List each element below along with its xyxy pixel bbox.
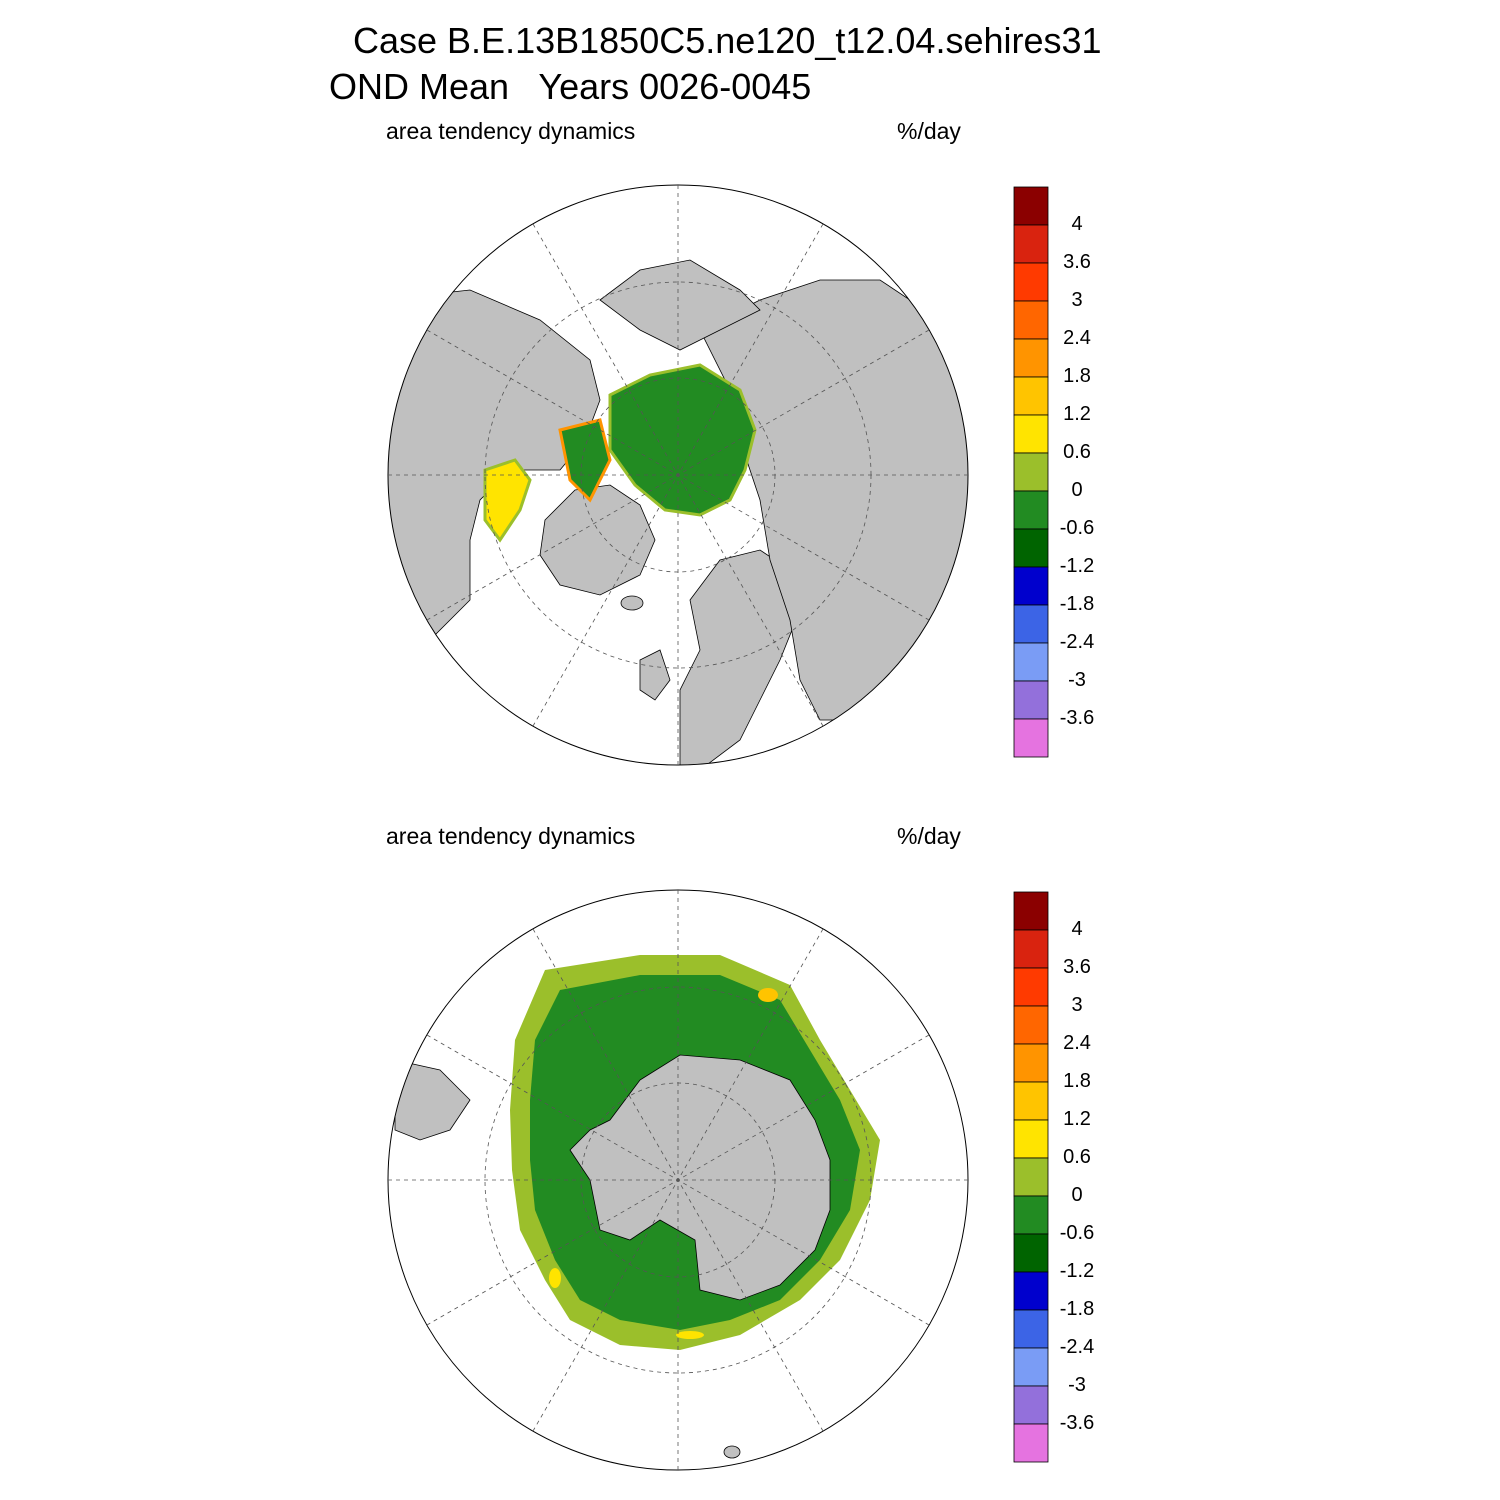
north-colorbar-swatch — [1013, 680, 1049, 720]
north-colorbar-swatch — [1013, 224, 1049, 264]
north-colorbar-label: 1.8 — [1063, 365, 1091, 387]
south-panel-units-label: %/day — [897, 823, 961, 849]
north-colorbar-label: 2.4 — [1063, 327, 1091, 349]
south-colorbar-label: 2.4 — [1063, 1032, 1091, 1054]
south-graticule — [388, 890, 968, 1470]
north-colorbar-swatch — [1013, 528, 1049, 568]
south-colorbar-swatch — [1013, 1309, 1049, 1349]
north-colorbar-label: -1.8 — [1059, 593, 1095, 615]
north-sea-ice — [608, 363, 757, 517]
south-colorbar-label: -1.2 — [1059, 1260, 1095, 1282]
north-baffin-ice — [558, 418, 612, 503]
north-graticule — [388, 185, 968, 765]
north-colorbar-label: 1.2 — [1063, 403, 1091, 425]
north-panel-left-label: area tendency dynamics — [386, 118, 636, 144]
south-colorbar — [1013, 891, 1049, 1463]
north-colorbar-swatch — [1013, 452, 1049, 492]
south-land-south-america — [394, 1059, 471, 1141]
south-colorbar-label: 1.2 — [1063, 1108, 1091, 1130]
north-colorbar-swatch — [1013, 490, 1049, 530]
north-colorbar-label: 0 — [1071, 479, 1083, 501]
south-panel-left-label: area tendency dynamics — [386, 823, 636, 849]
north-colorbar-swatch — [1013, 376, 1049, 416]
south-colorbar-label: -3 — [1068, 1374, 1086, 1396]
south-land-antarctica — [569, 1054, 831, 1301]
figure-title-line1: Case B.E.13B1850C5.ne120_t12.04.sehires3… — [353, 20, 1102, 61]
north-colorbar-swatch — [1013, 300, 1049, 340]
north-land-alaska — [599, 259, 761, 351]
south-colorbar-label: -3.6 — [1059, 1412, 1095, 1434]
north-colorbar-label: 3.6 — [1063, 251, 1091, 273]
south-ice-highlight-2 — [549, 1268, 561, 1288]
north-colorbar-label: 3 — [1071, 289, 1083, 311]
south-colorbar-label: -0.6 — [1059, 1222, 1095, 1244]
north-land-iceland — [620, 595, 644, 611]
south-colorbar-label: 0 — [1071, 1184, 1083, 1206]
north-panel-units-label: %/day — [897, 118, 961, 144]
south-colorbar-swatch — [1013, 1423, 1049, 1463]
north-colorbar-swatch — [1013, 338, 1049, 378]
north-colorbar-label: -3 — [1068, 669, 1086, 691]
south-colorbar-swatch — [1013, 1271, 1049, 1311]
south-ice-highlight-1 — [758, 988, 778, 1002]
south-colorbar-label: 1.8 — [1063, 1070, 1091, 1092]
north-colorbar-label: 4 — [1071, 213, 1083, 235]
north-polar-map — [387, 184, 969, 766]
south-colorbar-swatch — [1013, 1233, 1049, 1273]
south-colorbar-label: 3 — [1071, 994, 1083, 1016]
south-colorbar-label: -1.8 — [1059, 1298, 1095, 1320]
south-colorbar-swatch — [1013, 891, 1049, 931]
north-colorbar-label: -1.2 — [1059, 555, 1095, 577]
south-colorbar-swatch — [1013, 1157, 1049, 1197]
north-colorbar-label: -2.4 — [1059, 631, 1095, 653]
south-colorbar-swatch — [1013, 1347, 1049, 1387]
south-colorbar-swatch — [1013, 1195, 1049, 1235]
south-colorbar-label: 3.6 — [1063, 956, 1091, 978]
south-colorbar-swatch — [1013, 1385, 1049, 1425]
south-polar-map — [387, 889, 969, 1471]
north-colorbar-swatch — [1013, 642, 1049, 682]
north-colorbar-swatch — [1013, 414, 1049, 454]
south-colorbar-swatch — [1013, 1081, 1049, 1121]
north-colorbar-swatch — [1013, 604, 1049, 644]
south-colorbar-label: 0.6 — [1063, 1146, 1091, 1168]
south-ice-highlight-3 — [676, 1331, 704, 1339]
figure-title-line2: OND Mean Years 0026-0045 — [329, 66, 812, 107]
north-hudson-ice — [483, 458, 532, 543]
north-colorbar-swatch — [1013, 566, 1049, 606]
south-colorbar-swatch — [1013, 929, 1049, 969]
south-colorbar-swatch — [1013, 1043, 1049, 1083]
north-land-europe — [679, 549, 801, 765]
north-colorbar-label: -3.6 — [1059, 707, 1095, 729]
north-land-uk — [639, 649, 671, 701]
north-colorbar-label: 0.6 — [1063, 441, 1091, 463]
south-colorbar-swatch — [1013, 1119, 1049, 1159]
south-colorbar-label: -2.4 — [1059, 1336, 1095, 1358]
south-colorbar-swatch — [1013, 1005, 1049, 1045]
north-colorbar-swatch — [1013, 718, 1049, 758]
north-colorbar — [1013, 186, 1049, 758]
north-colorbar-label: -0.6 — [1059, 517, 1095, 539]
north-colorbar-swatch — [1013, 186, 1049, 226]
south-land-island — [723, 1445, 741, 1459]
north-colorbar-swatch — [1013, 262, 1049, 302]
south-colorbar-swatch — [1013, 967, 1049, 1007]
south-colorbar-label: 4 — [1071, 918, 1083, 940]
